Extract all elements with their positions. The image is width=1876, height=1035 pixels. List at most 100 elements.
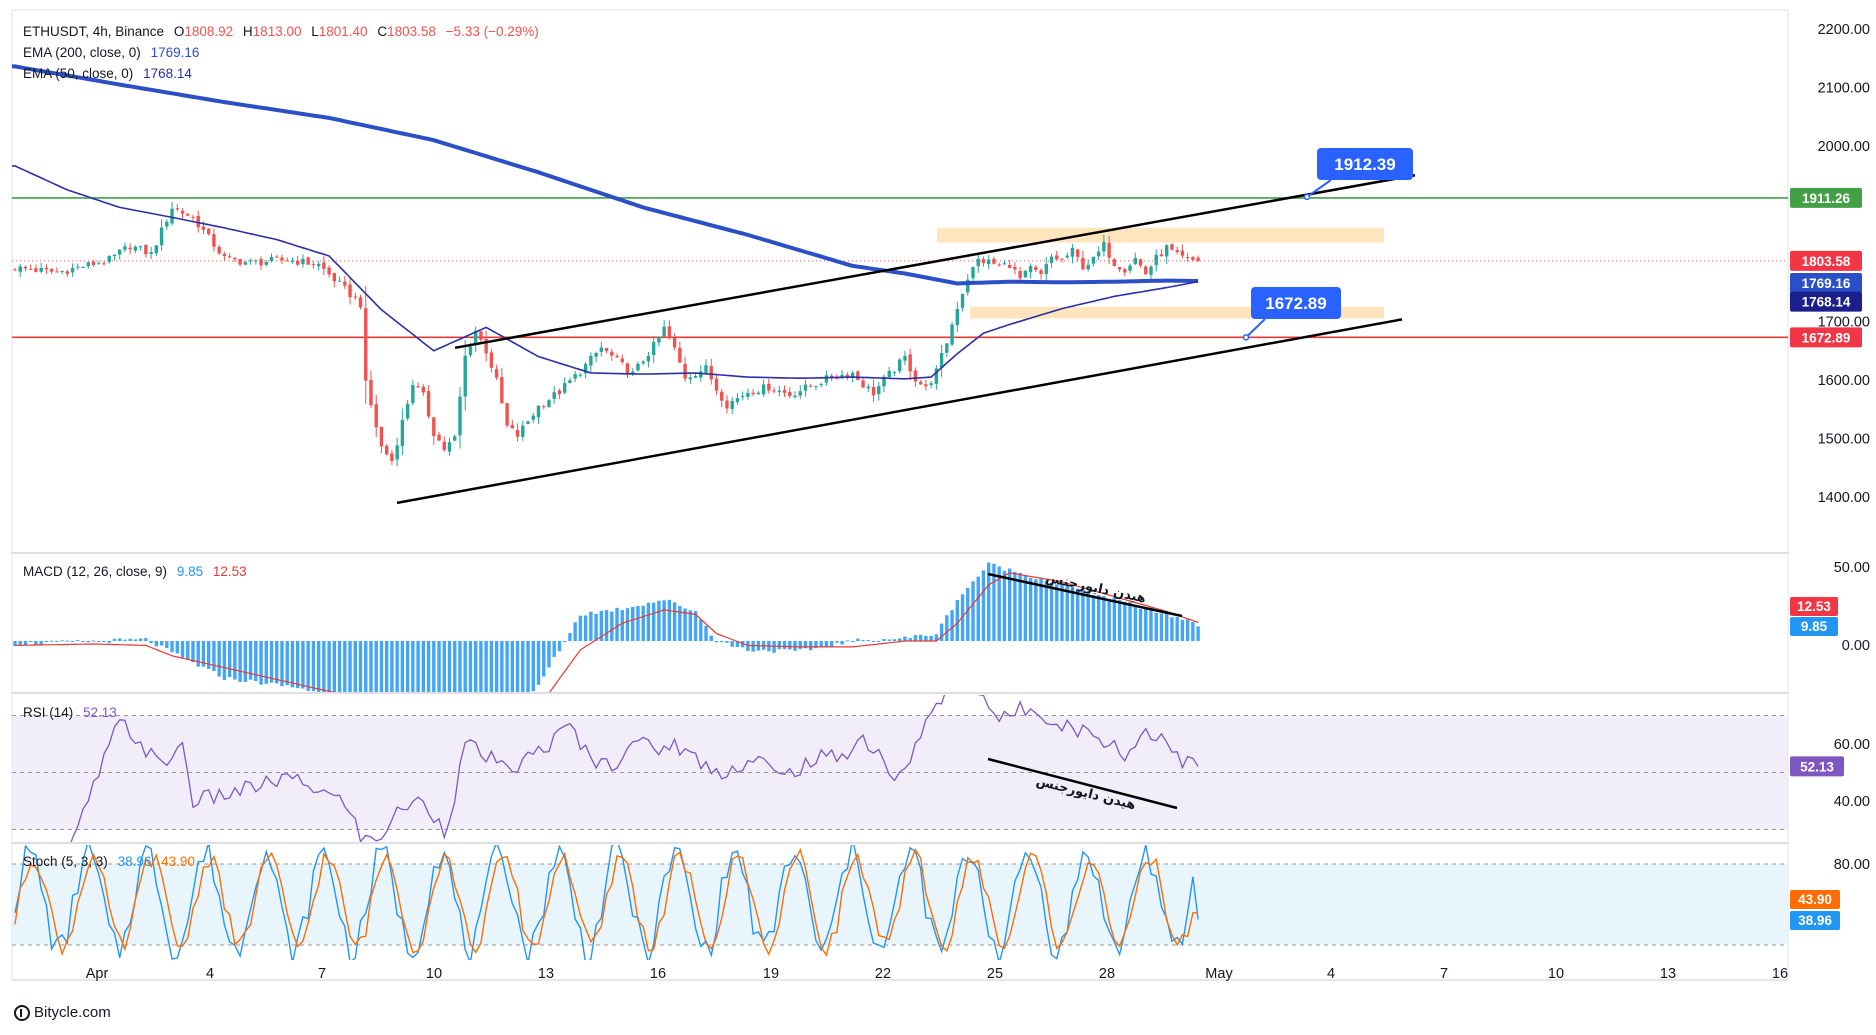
macd-bar — [149, 641, 153, 643]
candle-body — [720, 391, 724, 401]
candle — [364, 285, 368, 404]
candle-body — [348, 284, 352, 298]
macd-bar — [688, 610, 693, 641]
candle — [898, 357, 902, 374]
macd-bar — [887, 639, 891, 641]
candle — [1086, 259, 1090, 272]
candle — [322, 255, 326, 276]
candle — [725, 395, 729, 414]
candle — [369, 370, 373, 408]
price-tag-box — [1790, 250, 1862, 271]
candle — [793, 391, 797, 399]
candle-body — [615, 355, 619, 358]
candle — [709, 358, 713, 385]
candle-body — [594, 353, 598, 357]
candle-body — [515, 430, 520, 437]
candle — [233, 257, 237, 262]
macd-bar — [908, 638, 912, 641]
candle — [1039, 268, 1043, 280]
candle — [154, 244, 159, 257]
candle-body — [756, 392, 761, 395]
candle-body — [379, 426, 384, 447]
candle-body — [1102, 242, 1106, 252]
callout-label: 1672.89 — [1265, 294, 1326, 313]
candle — [877, 381, 881, 401]
candle-body — [1002, 263, 1007, 265]
macd-bar — [91, 640, 96, 642]
candle-body — [1123, 269, 1127, 273]
time-tick-label: 16 — [650, 966, 666, 982]
candle-body — [186, 213, 190, 216]
candle-body — [479, 331, 483, 340]
macd-bar — [803, 641, 808, 649]
candle — [657, 336, 661, 347]
candle-body — [892, 371, 897, 373]
candle-body — [604, 348, 609, 352]
candle — [86, 261, 90, 269]
macd-bar — [437, 641, 441, 692]
macd-bar — [1154, 612, 1158, 641]
macd-bar — [788, 641, 792, 650]
macd-bar — [128, 638, 132, 641]
candle-body — [856, 371, 860, 380]
time-tick-label: 10 — [426, 966, 442, 982]
stoch-k-line — [14, 845, 1199, 960]
candle-body — [280, 257, 284, 261]
time-tick-label: 10 — [1548, 966, 1564, 982]
candle — [18, 263, 22, 277]
candle — [1138, 258, 1143, 268]
candle — [254, 259, 258, 265]
macd-tag-box — [1790, 617, 1838, 636]
candle-body — [243, 262, 248, 265]
time-tick-label: 16 — [1772, 966, 1788, 982]
macd-bar — [966, 587, 970, 641]
candle — [903, 350, 907, 365]
macd-bar — [384, 641, 389, 692]
candle-body — [803, 384, 808, 391]
candle — [432, 417, 436, 445]
candle-body — [447, 442, 452, 452]
candle-body — [662, 326, 666, 337]
macd-bar — [1060, 583, 1064, 641]
time-tick-label: 25 — [987, 966, 1003, 982]
macd-bar — [337, 641, 342, 692]
macd-bar — [704, 625, 708, 641]
candle — [217, 244, 221, 255]
high-label: H — [242, 24, 253, 39]
candle-body — [144, 244, 148, 255]
macd-bar — [850, 641, 855, 642]
macd-bar — [217, 641, 221, 677]
candle — [65, 269, 70, 277]
candle-body — [1128, 265, 1132, 271]
candle-body — [55, 271, 59, 273]
macd-bar — [426, 641, 431, 692]
candle — [1107, 236, 1111, 265]
candle-body — [531, 415, 535, 420]
macd-bar — [997, 566, 1001, 641]
candle-body — [725, 400, 729, 409]
candle-body — [138, 246, 143, 248]
candle — [536, 405, 541, 424]
macd-bar — [358, 641, 363, 692]
candle-body — [405, 403, 410, 419]
macd-tag-label: 12.53 — [1797, 599, 1831, 614]
macd-bar — [97, 640, 101, 642]
macd-bar — [201, 641, 206, 667]
low-label: L — [311, 24, 319, 39]
candle — [814, 385, 818, 391]
candle-body — [709, 365, 713, 380]
macd-bar — [976, 576, 980, 641]
candle — [437, 431, 441, 441]
macd-bar — [798, 641, 802, 650]
callout-label: 1912.39 — [1334, 155, 1395, 174]
candle — [798, 385, 802, 400]
macd-bar — [641, 605, 645, 641]
candle — [756, 391, 761, 395]
candle-body — [275, 256, 279, 258]
candle-body — [39, 267, 43, 272]
macd-bar — [505, 641, 509, 692]
candle — [594, 351, 598, 363]
candle — [60, 270, 64, 275]
